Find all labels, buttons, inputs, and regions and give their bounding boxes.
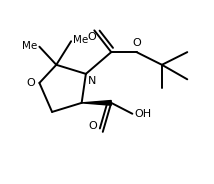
Text: N: N	[88, 76, 96, 86]
Text: Me: Me	[73, 35, 88, 45]
Polygon shape	[82, 100, 111, 105]
Text: OH: OH	[134, 109, 152, 119]
Text: O: O	[27, 78, 35, 88]
Text: O: O	[132, 38, 141, 48]
Text: Me: Me	[22, 41, 37, 51]
Text: O: O	[89, 121, 98, 131]
Text: O: O	[88, 32, 97, 42]
